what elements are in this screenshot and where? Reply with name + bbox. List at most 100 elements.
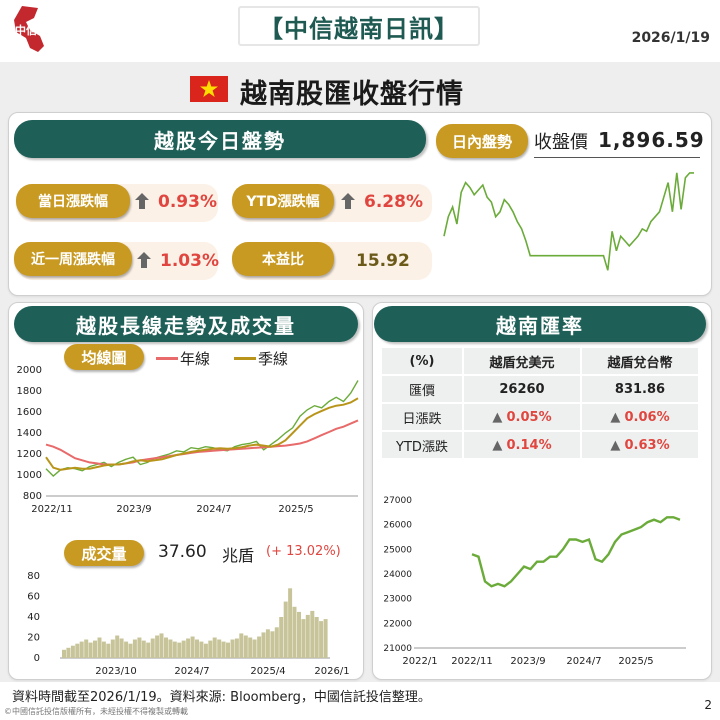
x-tick-label: 2024/7 [566,656,601,667]
volume-bar [226,642,230,658]
x-tick-label: 2025/4 [250,666,285,677]
volume-bar [168,639,173,658]
longterm-panel-title: 越股長線走勢及成交量 [14,306,358,342]
volume-bar [257,636,262,658]
x-tick-label: 2024/7 [196,504,231,515]
volume-unit: 兆盾 [222,546,255,565]
up-arrow-icon [137,252,151,268]
volume-bar [248,637,253,658]
volume-bar [265,629,270,658]
volume-bar [181,640,186,658]
volume-bar [301,619,306,658]
volume-bar [261,632,266,658]
year-ma-line [45,419,359,466]
volume-bar [66,647,71,659]
volume-bar [208,640,213,658]
y-tick-label: 25000 [383,545,412,555]
volume-bar [155,635,160,658]
table-row: (%) 越盾兌美元 越盾兌台幣 [382,348,698,374]
volume-bar [212,637,217,658]
table-row: 日漲跌 ▲ 0.05% ▲ 0.06% [382,404,698,430]
logo [4,4,54,54]
volume-bar [172,641,177,658]
volume-bar [314,617,319,658]
volume-bar [323,619,328,658]
volume-bar [310,610,315,658]
volume-bar [230,639,235,658]
today-panel-title: 越股今日盤勢 [14,120,426,158]
y-tick-label: 80 [27,571,40,582]
y-tick-label: 1400 [17,428,42,439]
fx-ytd-usd-cell: ▲ 0.14% [464,432,580,458]
volume-bar [292,606,297,659]
volume-bar [137,637,142,658]
x-tick-label: 2024/7 [174,666,209,677]
week-change-value: 1.03% [160,251,219,271]
volume-bar [297,611,301,658]
volume-change: (+ 13.02%) [266,544,341,559]
volume-bar [288,588,293,658]
fx-row-label: 日漲跌 [382,404,462,430]
volume-bar [195,639,199,658]
volume-bar [110,639,115,658]
daily-change-label: 當日漲跌幅 [16,184,130,218]
x-tick-label: 2022/11 [31,504,73,515]
y-tick-label: 22000 [383,619,412,629]
close-price-value: 1,896.59 [598,128,705,152]
y-tick-label: 27000 [383,496,412,506]
volume-bar [186,638,191,658]
up-arrow-icon [135,193,149,209]
y-tick-label: 40 [27,612,40,623]
legend-year-swatch [156,357,178,360]
volume-bar [217,639,222,658]
index-series-line [45,380,359,477]
fx-rate-usd: 26260 [464,376,580,402]
fx-header-twd: 越盾兌台幣 [582,348,698,374]
up-arrow-icon: ▲ [492,409,503,425]
x-tick-label: 2023/10 [95,666,137,677]
fx-header-unit: (%) [382,348,462,374]
daily-change-value: 0.93% [158,192,217,212]
pe-value: 15.92 [356,251,410,271]
ytd-change-value: 6.28% [364,192,423,212]
volume-bar [106,643,111,658]
volume-bar [319,621,324,658]
volume-bar [199,641,204,658]
y-tick-label: 1800 [17,386,42,397]
y-tick-label: 20 [27,633,40,644]
x-tick-label: 2022/1 [402,656,437,667]
volume-bar [124,641,129,658]
legend-quarter-swatch [234,357,256,360]
intraday-series-line [443,172,694,271]
y-tick-label: 1600 [17,407,42,418]
page-title: 【中信越南日訊】 [238,6,480,46]
fx-day-twd-cell: ▲ 0.06% [582,404,698,430]
volume-bar [93,640,97,658]
y-tick-label: 2000 [17,365,42,376]
volume-bar [234,638,239,658]
fx-rate-twd: 831.86 [582,376,698,402]
vietnam-flag-icon [190,76,228,102]
y-tick-label: 0 [34,653,40,664]
volume-bar [252,639,257,658]
close-underline [534,157,700,158]
fx-chart: 21000 22000 23000 24000 25000 26000 27000 2022/… [383,496,686,667]
volume-bar [119,638,124,658]
fx-ytd-usd: 0.14% [506,437,552,453]
up-arrow-icon: ▲ [610,437,621,453]
y-tick-label: 23000 [383,595,412,605]
volume-bar [150,638,155,658]
footer-source: 資料時間截至2026/1/19。資料來源: Bloomberg，中國信託投信整理… [12,690,431,705]
volume-bar [132,639,137,658]
volume-bar [239,633,244,658]
volume-bar [305,614,310,658]
volume-bar [243,635,248,658]
legend-year-label: 年線 [180,350,211,368]
intraday-pill: 日內盤勢 [436,124,528,158]
volume-value: 37.60 [158,542,207,562]
page-number: 2 [704,698,712,712]
fx-panel-title: 越南匯率 [374,306,706,342]
fx-header-usd: 越盾兌美元 [464,348,580,374]
fx-day-usd-cell: ▲ 0.05% [464,404,580,430]
quarter-ma-line [45,397,359,471]
